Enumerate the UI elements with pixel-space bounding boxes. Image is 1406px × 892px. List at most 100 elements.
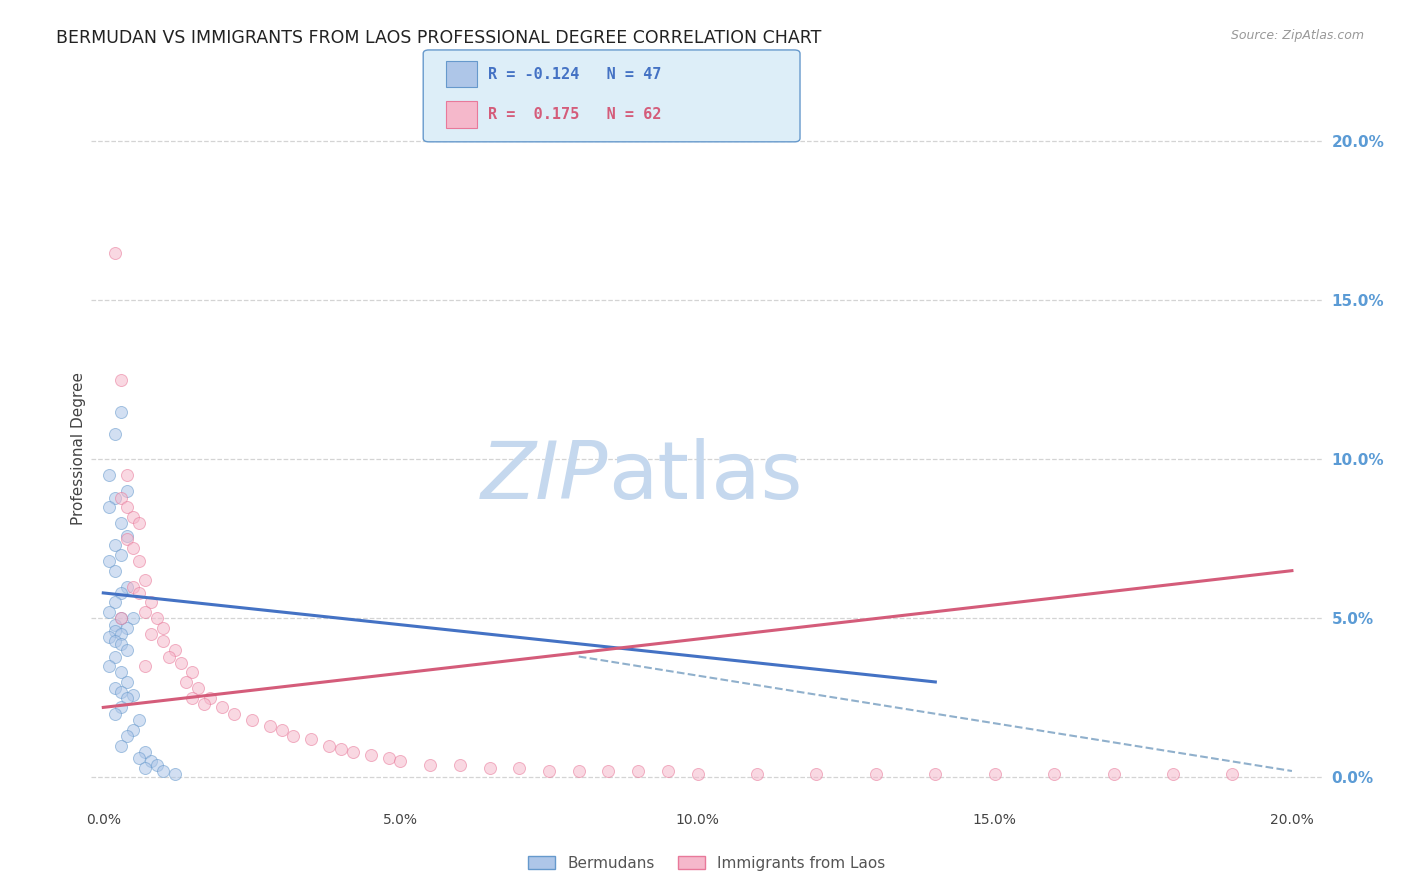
- Point: [330, 741, 353, 756]
- Point: [449, 757, 471, 772]
- Text: ZIP: ZIP: [481, 438, 607, 516]
- Point: [110, 739, 132, 753]
- Text: R =  0.175   N = 62: R = 0.175 N = 62: [488, 107, 661, 122]
- Point: [115, 468, 138, 483]
- Point: [865, 767, 887, 781]
- Point: [176, 675, 198, 690]
- Y-axis label: Professional Degree: Professional Degree: [70, 372, 86, 524]
- Point: [145, 757, 167, 772]
- Point: [134, 659, 156, 673]
- Point: [110, 373, 132, 387]
- Point: [139, 595, 162, 609]
- Point: [104, 426, 127, 441]
- Point: [222, 706, 245, 721]
- Point: [152, 633, 174, 648]
- Point: [181, 690, 204, 705]
- Point: [537, 764, 560, 778]
- Point: [104, 617, 127, 632]
- Point: [377, 751, 399, 765]
- Point: [342, 745, 364, 759]
- Point: [1222, 767, 1244, 781]
- Text: Source: ZipAtlas.com: Source: ZipAtlas.com: [1230, 29, 1364, 42]
- Point: [318, 739, 340, 753]
- Point: [115, 643, 138, 657]
- Point: [686, 767, 709, 781]
- Point: [115, 529, 138, 543]
- Point: [115, 532, 138, 546]
- Point: [145, 611, 167, 625]
- Point: [259, 719, 281, 733]
- Point: [98, 554, 121, 568]
- Point: [115, 690, 138, 705]
- Point: [389, 755, 412, 769]
- Point: [193, 697, 215, 711]
- Point: [115, 675, 138, 690]
- Point: [104, 624, 127, 638]
- Point: [110, 700, 132, 714]
- Point: [163, 767, 186, 781]
- Point: [104, 681, 127, 696]
- Point: [984, 767, 1007, 781]
- Point: [157, 649, 180, 664]
- Point: [110, 611, 132, 625]
- Point: [134, 761, 156, 775]
- Legend: Bermudans, Immigrants from Laos: Bermudans, Immigrants from Laos: [522, 849, 891, 877]
- Point: [110, 548, 132, 562]
- Point: [122, 611, 145, 625]
- Point: [115, 484, 138, 499]
- Point: [98, 468, 121, 483]
- Point: [169, 656, 191, 670]
- Point: [128, 751, 150, 765]
- Text: BERMUDAN VS IMMIGRANTS FROM LAOS PROFESSIONAL DEGREE CORRELATION CHART: BERMUDAN VS IMMIGRANTS FROM LAOS PROFESS…: [56, 29, 821, 46]
- Point: [110, 627, 132, 641]
- Point: [1161, 767, 1184, 781]
- Point: [134, 573, 156, 587]
- Point: [110, 665, 132, 680]
- Point: [110, 491, 132, 505]
- Point: [115, 729, 138, 743]
- Point: [568, 764, 591, 778]
- Point: [98, 605, 121, 619]
- Point: [122, 688, 145, 702]
- Point: [299, 732, 322, 747]
- Point: [152, 621, 174, 635]
- Point: [104, 564, 127, 578]
- Point: [128, 516, 150, 530]
- Point: [104, 595, 127, 609]
- Point: [110, 611, 132, 625]
- Point: [104, 245, 127, 260]
- Point: [627, 764, 650, 778]
- Point: [104, 633, 127, 648]
- Point: [104, 491, 127, 505]
- Point: [924, 767, 946, 781]
- Point: [110, 516, 132, 530]
- Point: [1043, 767, 1066, 781]
- Point: [139, 627, 162, 641]
- Point: [128, 554, 150, 568]
- Point: [200, 690, 222, 705]
- Point: [122, 509, 145, 524]
- Point: [360, 748, 382, 763]
- Point: [163, 643, 186, 657]
- Point: [419, 757, 441, 772]
- Text: R = -0.124   N = 47: R = -0.124 N = 47: [488, 67, 661, 81]
- Point: [128, 586, 150, 600]
- Point: [128, 713, 150, 727]
- Point: [270, 723, 292, 737]
- Text: atlas: atlas: [607, 438, 803, 516]
- Point: [98, 500, 121, 514]
- Point: [122, 541, 145, 556]
- Point: [104, 706, 127, 721]
- Point: [110, 405, 132, 419]
- Point: [283, 729, 305, 743]
- Point: [134, 605, 156, 619]
- Point: [657, 764, 679, 778]
- Point: [806, 767, 828, 781]
- Point: [115, 621, 138, 635]
- Point: [139, 755, 162, 769]
- Point: [104, 649, 127, 664]
- Point: [478, 761, 501, 775]
- Point: [110, 637, 132, 651]
- Point: [104, 538, 127, 552]
- Point: [98, 631, 121, 645]
